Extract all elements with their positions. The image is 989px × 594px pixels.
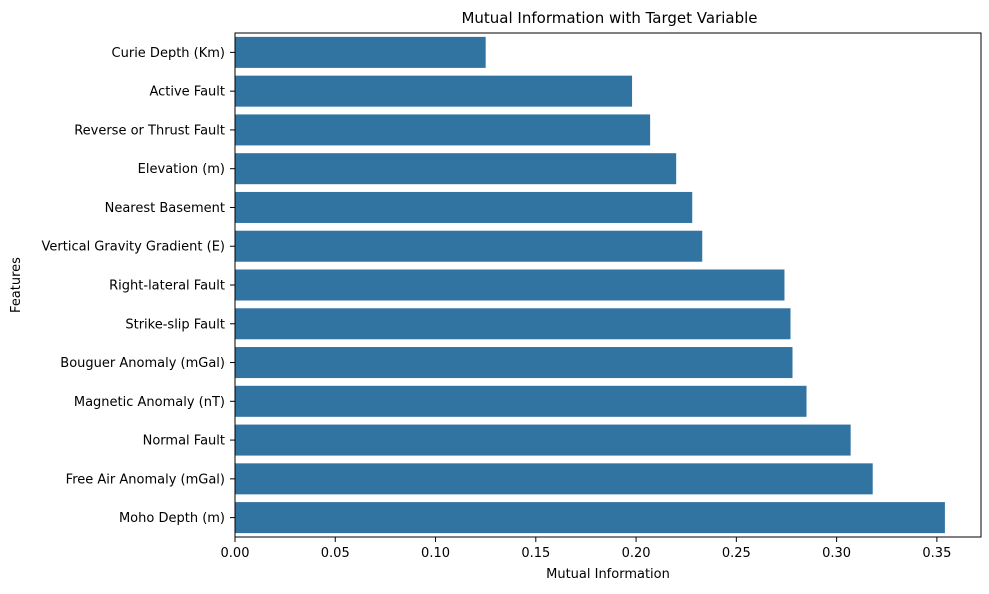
bar	[235, 191, 693, 223]
x-tick-label: 0.25	[722, 546, 751, 561]
bar	[235, 114, 651, 146]
y-axis-label: Features	[9, 257, 24, 313]
plot-area-frame	[234, 32, 982, 538]
axes-frame	[234, 32, 982, 538]
y-tick-label: Free Air Anomaly (mGal)	[66, 472, 225, 487]
y-tick-label: Vertical Gravity Gradient (E)	[42, 240, 225, 255]
bar	[235, 424, 851, 456]
bar	[235, 153, 677, 185]
bar	[235, 230, 703, 262]
x-ticks-layer: 0.00 0.05 0.10 0.15 0.20 0.25 0.30 0.35	[221, 537, 951, 561]
bar	[235, 502, 945, 534]
bar	[235, 463, 873, 495]
bar	[235, 75, 633, 107]
x-tick-label: 0.00	[221, 546, 250, 561]
bar	[235, 269, 785, 301]
y-ticks-layer: Curie Depth (Km) Active Fault Reverse or T…	[42, 46, 235, 526]
bar	[235, 347, 793, 379]
y-tick-label: Elevation (m)	[138, 162, 225, 177]
y-tick-label: Magnetic Anomaly (nT)	[74, 395, 225, 410]
x-tick-label: 0.15	[521, 546, 550, 561]
x-tick-label: 0.05	[321, 546, 350, 561]
bar	[235, 308, 791, 340]
y-tick-label: Moho Depth (m)	[119, 511, 225, 526]
y-tick-label: Curie Depth (Km)	[112, 46, 225, 61]
y-tick-label: Right-lateral Fault	[109, 279, 225, 294]
y-tick-label: Bouguer Anomaly (mGal)	[60, 356, 225, 371]
y-tick-label: Reverse or Thrust Fault	[74, 123, 225, 138]
x-axis-label: Mutual Information	[546, 567, 670, 582]
y-tick-label: Nearest Basement	[105, 201, 225, 216]
x-tick-label: 0.30	[822, 546, 851, 561]
bars-layer	[235, 36, 945, 534]
x-tick-label: 0.20	[622, 546, 651, 561]
y-tick-label: Active Fault	[149, 85, 225, 100]
chart-title: Mutual Information with Target Variable	[461, 9, 757, 27]
y-tick-label: Strike-slip Fault	[125, 317, 225, 332]
y-tick-label: Normal Fault	[143, 434, 225, 449]
bar	[235, 385, 807, 417]
bar	[235, 36, 486, 68]
x-tick-label: 0.35	[922, 546, 951, 561]
x-tick-label: 0.10	[421, 546, 450, 561]
